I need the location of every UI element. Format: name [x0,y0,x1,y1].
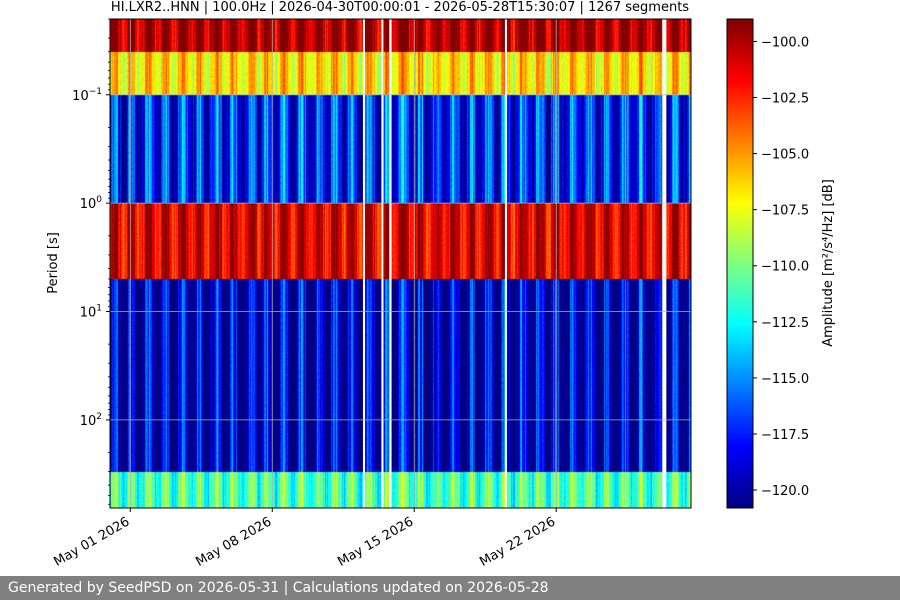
data-gap [662,19,667,508]
colorbar-tick-label: −115.0 [761,372,809,387]
x-tick-label: May 22 2026 [477,514,558,569]
data-gap [504,19,507,508]
data-gap [389,19,392,508]
colorbar-tick-label: −117.5 [761,428,809,443]
y-tick-label: 10−1 [72,87,102,104]
colorbar-tick-label: −120.0 [761,484,809,499]
colorbar-tick-label: −110.0 [761,260,809,275]
y-tick-label: 102 [80,412,102,429]
spectrogram-plot-area [110,19,691,508]
y-axis-label: Period [s] [46,232,61,294]
y-axis-ticks: 10−1 100 101 102 [72,18,110,505]
colorbar-tick-label: −107.5 [761,204,809,219]
y-tick-label: 100 [80,195,103,212]
plot-frame [109,18,692,509]
x-tick-label: May 08 2026 [193,514,274,569]
data-gaps [362,19,667,508]
spectrogram-heatmap [110,19,691,508]
colorbar [727,19,753,508]
colorbar-tick-label: −105.0 [761,148,809,163]
data-gap [381,19,384,508]
colorbar-tick-label: −100.0 [761,35,809,50]
x-tick-label: May 01 2026 [51,514,132,569]
colorbar-tick-label: −102.5 [761,92,809,107]
footer-bar: Generated by SeedPSD on 2026-05-31 | Cal… [0,576,900,600]
colorbar-frame [726,18,754,509]
grid-lines [110,19,691,508]
colorbar-ticks: −100.0 −102.5 −105.0 −107.5 −110.0 −112.5 −115… [753,35,809,499]
x-axis-ticks: May 01 2026 May 08 2026 May 15 2026 May 22 … [51,508,558,570]
data-gap [362,19,365,508]
colorbar-label: Amplitude [m²/s⁴/Hz] [dB] [821,179,836,347]
y-tick-label: 101 [80,304,102,321]
chart-title: HI.LXR2..HNN | 100.0Hz | 2026-04-30T00:0… [111,0,689,15]
spectrogram-figure: HI.LXR2..HNN | 100.0Hz | 2026-04-30T00:0… [46,0,836,570]
colorbar-tick-label: −112.5 [761,316,809,331]
x-tick-label: May 15 2026 [335,514,416,569]
